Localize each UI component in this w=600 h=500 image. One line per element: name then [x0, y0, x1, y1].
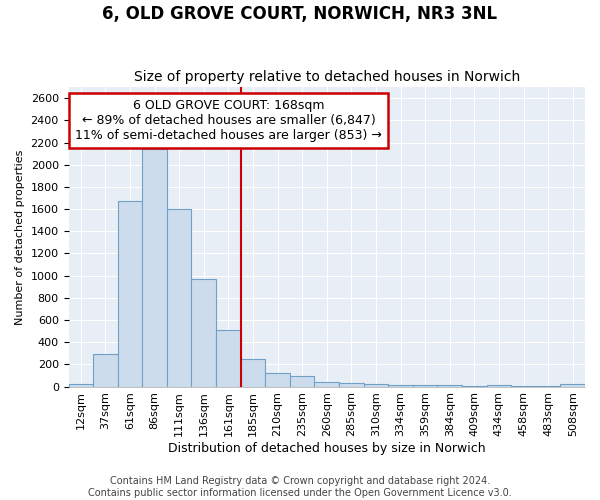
Bar: [142, 149, 167, 386]
Bar: [290, 376, 314, 386]
Bar: [191, 279, 216, 386]
Bar: [314, 382, 339, 386]
Bar: [68, 384, 93, 386]
Text: 6 OLD GROVE COURT: 168sqm
← 89% of detached houses are smaller (6,847)
11% of se: 6 OLD GROVE COURT: 168sqm ← 89% of detac…: [75, 99, 382, 142]
Bar: [118, 202, 142, 386]
Y-axis label: Number of detached properties: Number of detached properties: [15, 149, 25, 324]
X-axis label: Distribution of detached houses by size in Norwich: Distribution of detached houses by size …: [168, 442, 485, 455]
Bar: [413, 385, 437, 386]
Bar: [388, 384, 413, 386]
Bar: [167, 209, 191, 386]
Text: Contains HM Land Registry data © Crown copyright and database right 2024.
Contai: Contains HM Land Registry data © Crown c…: [88, 476, 512, 498]
Bar: [560, 384, 585, 386]
Bar: [265, 374, 290, 386]
Bar: [241, 359, 265, 386]
Title: Size of property relative to detached houses in Norwich: Size of property relative to detached ho…: [134, 70, 520, 85]
Bar: [339, 384, 364, 386]
Bar: [364, 384, 388, 386]
Text: 6, OLD GROVE COURT, NORWICH, NR3 3NL: 6, OLD GROVE COURT, NORWICH, NR3 3NL: [103, 5, 497, 23]
Bar: [216, 330, 241, 386]
Bar: [93, 354, 118, 386]
